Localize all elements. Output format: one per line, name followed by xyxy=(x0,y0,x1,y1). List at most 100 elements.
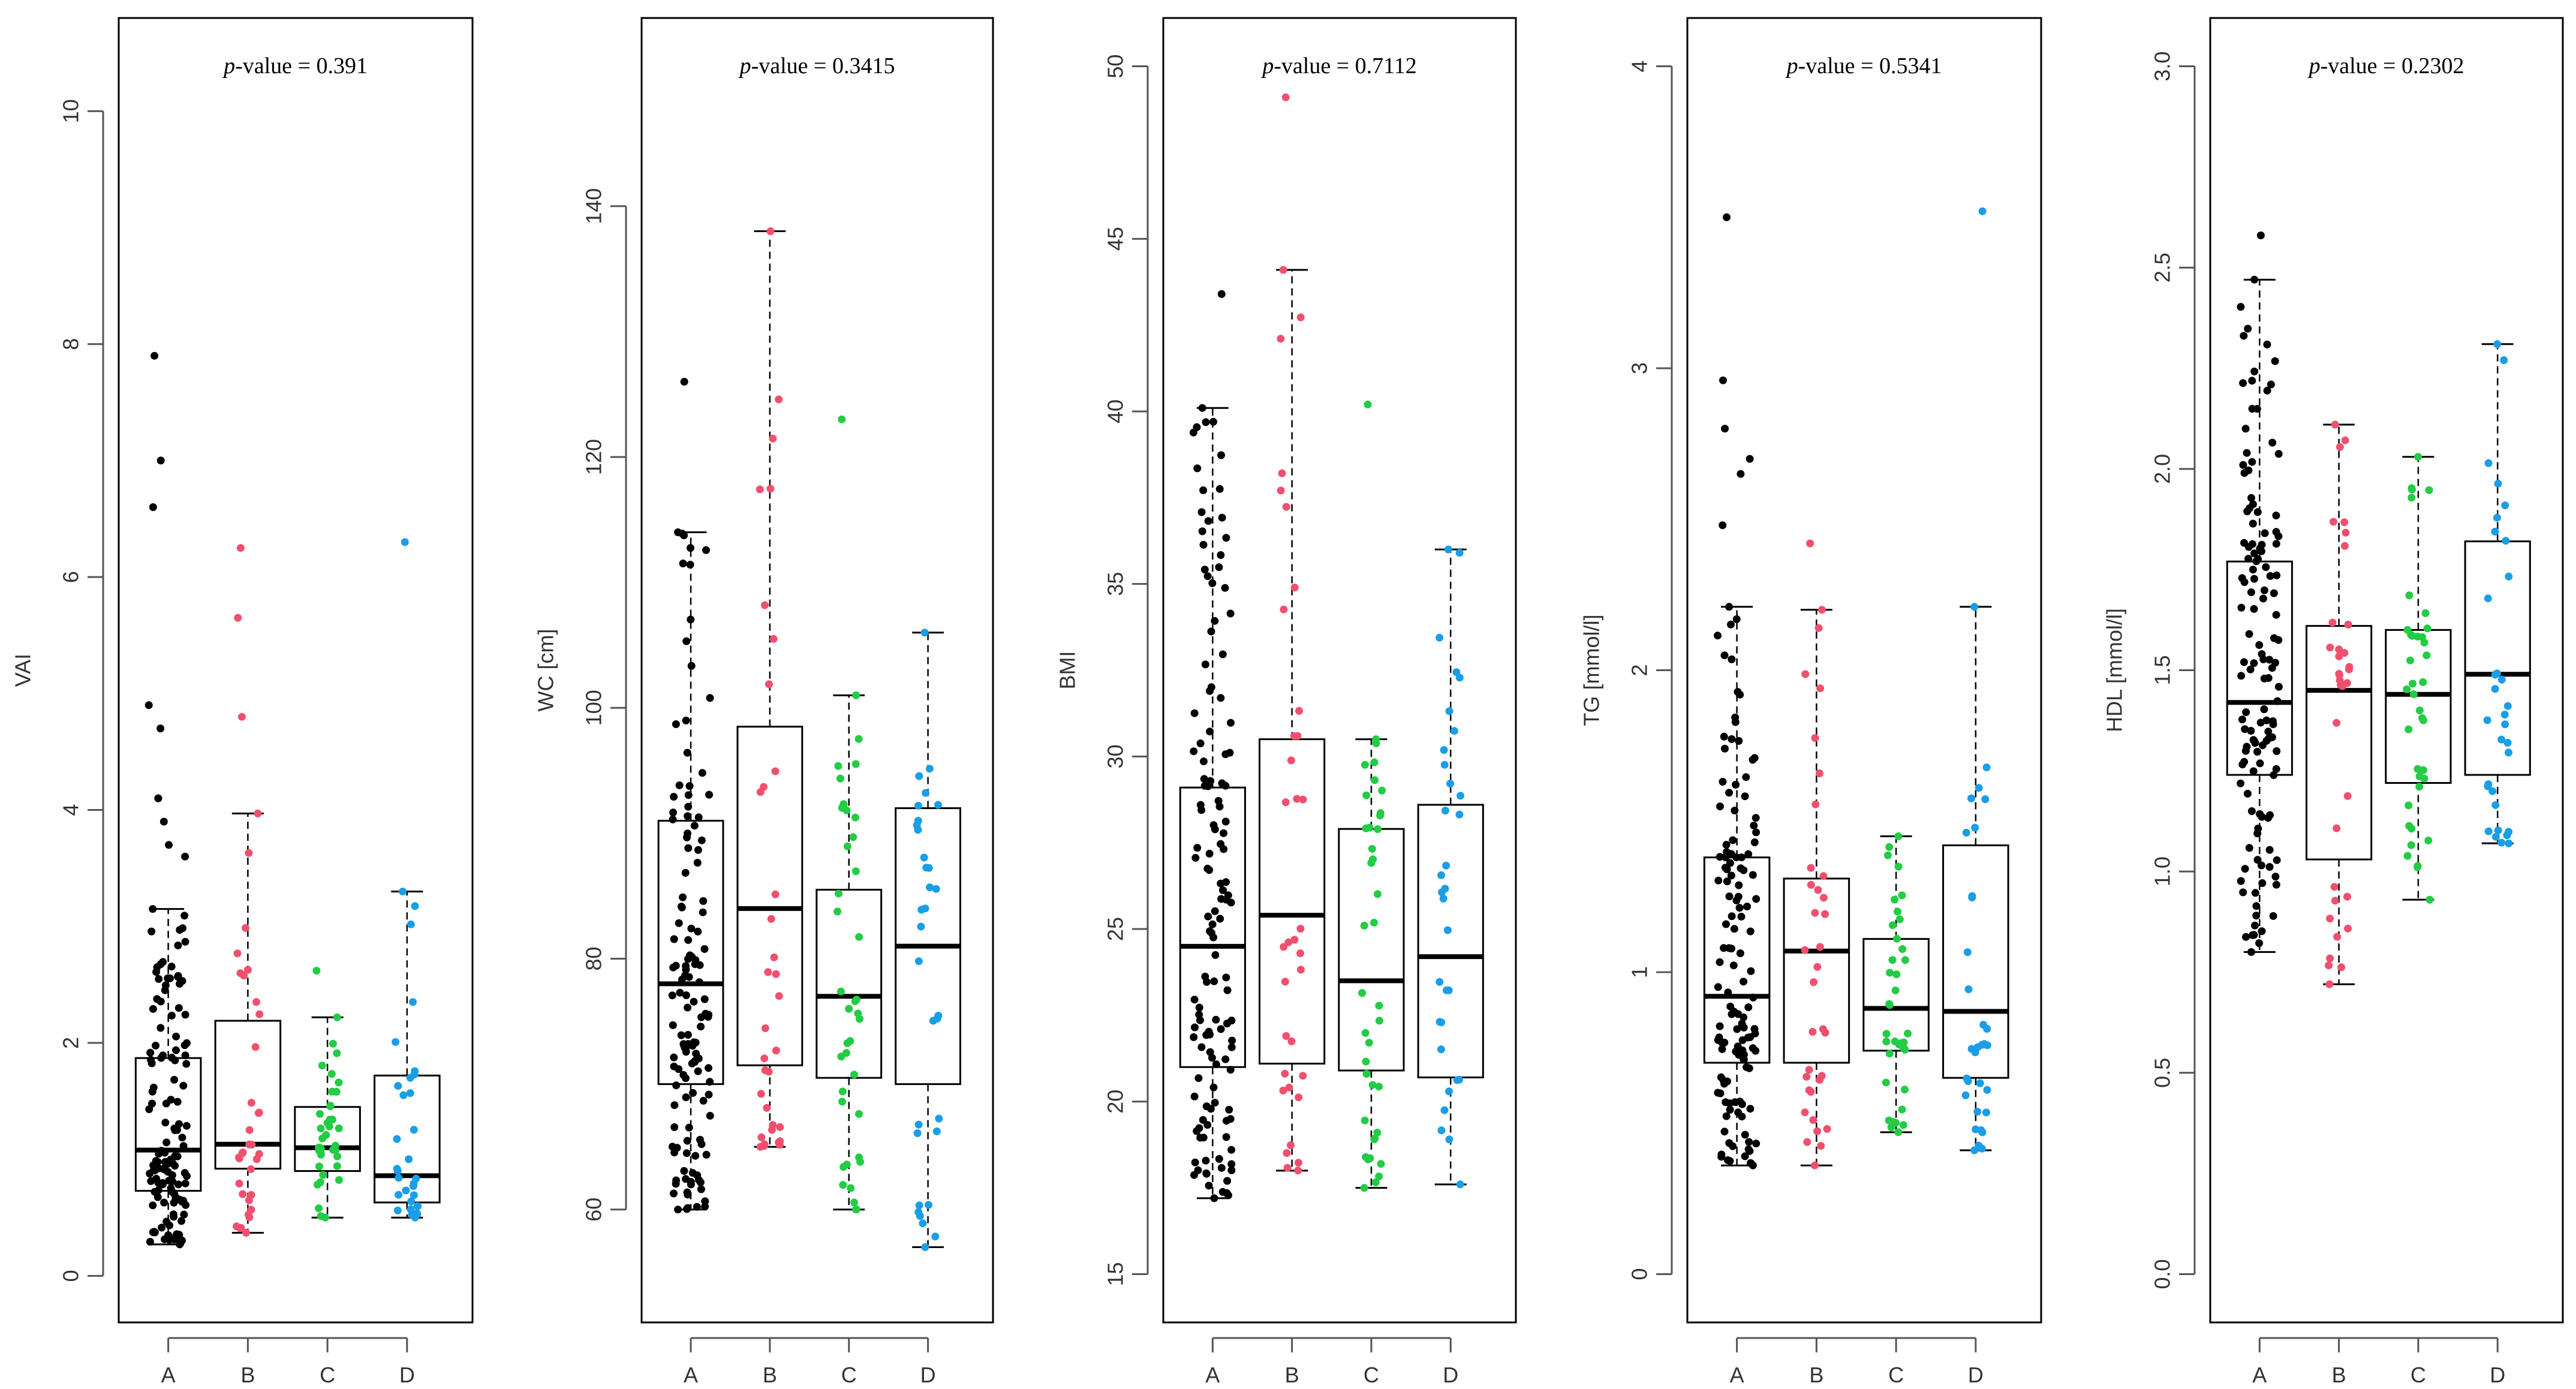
data-point-A xyxy=(2243,742,2251,751)
data-point-A xyxy=(1741,1131,1749,1139)
data-point-A xyxy=(684,1190,692,1199)
data-point-A xyxy=(158,1179,167,1187)
data-point-C xyxy=(2414,453,2422,461)
data-point-D xyxy=(414,1202,422,1210)
data-point-D xyxy=(399,1091,408,1099)
y-axis-label: WC [cm] xyxy=(534,629,558,712)
data-point-A xyxy=(2268,733,2276,741)
data-point-B xyxy=(1284,938,1293,946)
data-point-A xyxy=(1718,1045,1726,1053)
data-point-B xyxy=(234,614,242,622)
data-point-B xyxy=(1290,584,1299,592)
data-point-A xyxy=(681,972,689,980)
data-point-C xyxy=(1375,1002,1383,1010)
data-point-B xyxy=(2333,824,2341,832)
data-point-D xyxy=(2505,572,2513,581)
boxplot-D xyxy=(1417,545,1484,1189)
data-point-B xyxy=(1281,978,1289,986)
data-point-A xyxy=(179,1142,188,1150)
data-point-D xyxy=(925,864,933,872)
data-point-D xyxy=(915,1201,923,1210)
data-point-D xyxy=(1983,1041,1991,1050)
data-point-A xyxy=(181,937,189,946)
data-point-A xyxy=(2270,589,2278,597)
data-point-C xyxy=(1886,969,1894,977)
data-point-A xyxy=(2260,705,2268,714)
data-point-A xyxy=(2272,880,2280,889)
data-point-A xyxy=(1218,779,1226,787)
data-point-B xyxy=(1296,925,1305,933)
data-point-B xyxy=(1278,469,1286,477)
data-point-B xyxy=(761,1066,769,1074)
data-point-A xyxy=(702,546,710,554)
data-point-A xyxy=(149,1228,157,1237)
data-point-C xyxy=(1898,945,1907,953)
iqr-box xyxy=(657,819,724,1086)
data-point-C xyxy=(335,1176,343,1184)
data-point-A xyxy=(1727,871,1735,880)
data-point-A xyxy=(2264,674,2273,682)
data-point-A xyxy=(1215,485,1224,493)
data-point-C xyxy=(851,867,860,876)
data-point-A xyxy=(679,560,687,567)
data-point-A xyxy=(181,1051,189,1060)
y-tick-label: 6 xyxy=(59,571,83,583)
data-point-C xyxy=(1367,859,1376,867)
data-point-A xyxy=(2247,727,2255,735)
data-point-D xyxy=(2491,671,2499,679)
data-point-D xyxy=(921,904,929,913)
data-point-A xyxy=(1730,925,1738,933)
data-point-A xyxy=(691,956,700,964)
data-point-D xyxy=(2501,501,2509,510)
data-point-A xyxy=(705,1064,712,1072)
data-point-B xyxy=(2330,883,2339,891)
data-point-B xyxy=(247,1099,255,1107)
data-point-A xyxy=(1190,1033,1198,1041)
data-point-B xyxy=(1296,949,1304,957)
data-point-A xyxy=(1193,423,1201,431)
data-point-B xyxy=(2331,420,2339,429)
data-point-C xyxy=(847,1184,855,1192)
data-point-A xyxy=(172,1032,180,1041)
title-p-italic: p xyxy=(1260,53,1274,79)
data-point-B xyxy=(1819,872,1828,880)
data-point-B xyxy=(2331,897,2339,905)
data-point-C xyxy=(1362,1153,1370,1161)
data-point-A xyxy=(683,748,691,757)
data-point-A xyxy=(1722,853,1730,862)
data-point-A xyxy=(2237,603,2246,612)
data-point-A xyxy=(157,1024,165,1032)
data-point-A xyxy=(2244,324,2252,333)
data-point-C xyxy=(855,1110,863,1118)
data-point-A xyxy=(2237,672,2246,680)
data-point-A xyxy=(2256,759,2264,768)
data-point-A xyxy=(1737,912,1746,921)
data-point-A xyxy=(149,1005,157,1013)
data-point-A xyxy=(1222,1133,1230,1141)
data-point-B xyxy=(1819,894,1828,902)
data-point-B xyxy=(2328,618,2337,627)
data-point-A xyxy=(687,544,694,552)
data-point-A xyxy=(1731,807,1739,814)
data-point-D xyxy=(1445,986,1453,994)
data-point-B xyxy=(245,1126,254,1134)
data-point-C xyxy=(2408,484,2416,492)
data-point-C xyxy=(850,1071,858,1079)
data-point-A xyxy=(670,1053,678,1062)
data-point-A xyxy=(1212,1060,1220,1069)
data-point-D xyxy=(1961,1091,1970,1099)
data-point-C xyxy=(333,1152,341,1160)
data-point-C xyxy=(2406,656,2414,665)
data-point-A xyxy=(2248,377,2256,385)
data-point-A xyxy=(174,1004,183,1012)
boxplot-B xyxy=(2306,420,2373,988)
data-point-D xyxy=(2497,838,2506,847)
data-point-D xyxy=(1440,746,1448,754)
data-point-C xyxy=(850,1198,858,1207)
data-point-A xyxy=(1736,1098,1744,1106)
data-point-A xyxy=(2237,303,2245,311)
data-point-B xyxy=(255,1010,264,1018)
data-point-A xyxy=(1206,1105,1215,1113)
data-point-C xyxy=(333,1049,341,1057)
data-point-A xyxy=(674,1205,682,1214)
